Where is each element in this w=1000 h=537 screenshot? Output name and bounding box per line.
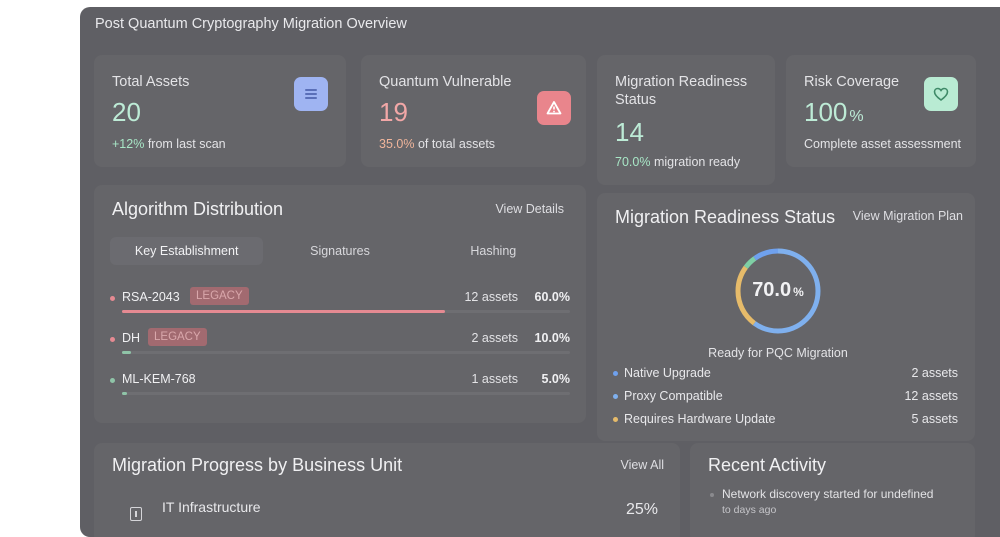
- progress-track: [122, 392, 570, 395]
- readiness-percent: 70.0%: [752, 279, 804, 301]
- business-unit-card: Migration Progress by Business Unit View…: [94, 443, 680, 537]
- stat-sub: Complete asset assessment: [804, 137, 962, 151]
- progress-track: [122, 310, 570, 313]
- dashboard-window: Post Quantum Cryptography Migration Over…: [80, 7, 1000, 537]
- stat-sub: 35.0% of total assets: [379, 137, 496, 151]
- list-icon: [294, 77, 328, 111]
- migration-readiness-card: Migration Readiness Status View Migratio…: [597, 193, 975, 441]
- activity-text: Network discovery started for undefined: [722, 487, 934, 501]
- business-unit-percent: 25%: [625, 501, 658, 518]
- legend-label: Proxy Compatible: [624, 389, 723, 403]
- algorithm-dot: [110, 296, 115, 301]
- stat-card-quantum-vulnerable: Quantum Vulnerable 19 35.0% of total ass…: [361, 55, 586, 167]
- algorithm-assets: 1 assets: [471, 372, 518, 386]
- stat-card-total-assets: Total Assets 20 +12% from last scan: [94, 55, 346, 167]
- stat-label: Risk Coverage: [804, 74, 900, 90]
- business-unit-name: IT Infrastructure: [162, 499, 261, 515]
- legend-dot: [613, 371, 618, 376]
- section-title: Migration Progress by Business Unit: [112, 455, 403, 475]
- algorithm-dot: [110, 378, 115, 383]
- algorithm-percent: 60.0%: [534, 290, 570, 304]
- recent-activity-card: Recent Activity Network discovery starte…: [690, 443, 975, 537]
- view-migration-plan-link[interactable]: View Migration Plan: [852, 209, 963, 223]
- legend-item: Requires Hardware Update 5 assets: [613, 412, 958, 430]
- section-title: Migration Readiness Status: [615, 207, 836, 227]
- readiness-caption: Ready for PQC Migration: [708, 346, 848, 360]
- ring-segment-native: [735, 248, 821, 334]
- algorithm-dot: [110, 337, 115, 342]
- heart-icon: [924, 77, 958, 111]
- algorithm-percent: 10.0%: [534, 331, 570, 345]
- activity-time: to days ago: [722, 504, 777, 516]
- algorithm-name: ML-KEM-768: [122, 372, 196, 386]
- stat-sub: 70.0% migration ready: [615, 155, 741, 169]
- stat-value: 20: [112, 97, 141, 127]
- stat-card-migration-readiness: Migration Readiness Status 14 70.0% migr…: [597, 55, 775, 185]
- ring-segment-hardware: [735, 248, 821, 334]
- stat-sub: +12% from last scan: [112, 137, 226, 151]
- legend-label: Native Upgrade: [624, 366, 711, 380]
- algorithm-row: DH LEGACY 2 assets 10.0%: [110, 327, 570, 367]
- algorithm-name: DH: [122, 331, 141, 345]
- legend-value: 5 assets: [911, 412, 958, 426]
- stat-label: Total Assets: [112, 74, 190, 90]
- tab-hashing[interactable]: Hashing: [470, 244, 517, 258]
- legend-value: 12 assets: [904, 389, 958, 403]
- view-all-link[interactable]: View All: [620, 458, 664, 472]
- legend-dot: [613, 417, 618, 422]
- window-title: Post Quantum Cryptography Migration Over…: [95, 16, 407, 32]
- algorithm-assets: 12 assets: [464, 290, 518, 304]
- algorithm-row: ML-KEM-768 1 assets 5.0%: [110, 368, 570, 408]
- algorithm-percent: 5.0%: [541, 372, 571, 386]
- stat-card-risk-coverage: Risk Coverage 100% Complete asset assess…: [786, 55, 976, 167]
- section-title: Algorithm Distribution: [112, 199, 284, 219]
- legend-value: 2 assets: [911, 366, 958, 380]
- stat-value: 100%: [804, 97, 864, 127]
- stat-value: 19: [379, 97, 408, 127]
- progress-fill: [122, 310, 445, 313]
- progress-track: [122, 351, 570, 354]
- tab-signatures[interactable]: Signatures: [310, 244, 370, 258]
- building-icon: [130, 507, 142, 521]
- stat-label: Migration Readiness Status: [615, 74, 748, 108]
- legend-label: Requires Hardware Update: [624, 412, 776, 426]
- progress-fill: [122, 351, 131, 354]
- algorithm-distribution-card: Algorithm Distribution View Details Key …: [94, 185, 586, 423]
- progress-fill: [122, 392, 128, 395]
- tab-key-establishment[interactable]: Key Establishment: [110, 237, 264, 265]
- legend-dot: [613, 394, 618, 399]
- stat-value: 14: [615, 117, 644, 147]
- legacy-badge: LEGACY: [148, 328, 207, 346]
- algorithm-assets: 2 assets: [471, 331, 518, 345]
- algorithm-row: RSA-2043 LEGACY 12 assets 60.0%: [110, 286, 570, 326]
- readiness-ring: [735, 248, 821, 334]
- view-details-link[interactable]: View Details: [495, 202, 564, 216]
- legend-item: Proxy Compatible 12 assets: [613, 389, 958, 407]
- legend-item: Native Upgrade 2 assets: [613, 366, 958, 384]
- warning-icon: [537, 91, 571, 125]
- algorithm-name: RSA-2043: [122, 290, 180, 304]
- algorithm-tabs: Key Establishment Signatures Hashing: [110, 237, 570, 265]
- activity-dot: [710, 493, 714, 497]
- section-title: Recent Activity: [708, 455, 827, 475]
- legacy-badge: LEGACY: [190, 287, 249, 305]
- stat-label: Quantum Vulnerable: [379, 74, 512, 90]
